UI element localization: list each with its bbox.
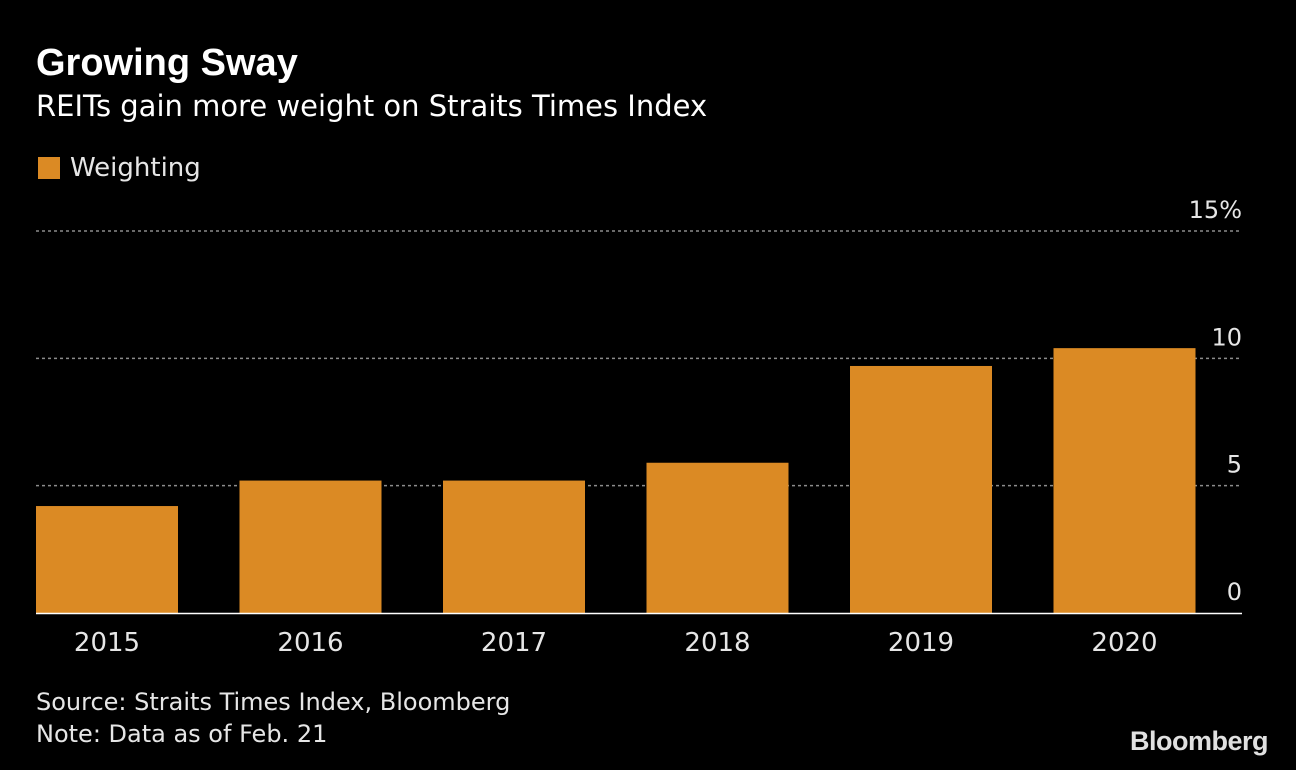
bloomberg-logo: Bloomberg: [1129, 726, 1269, 756]
source-note: Source: Straits Times Index, Bloomberg: [36, 688, 511, 716]
y-tick-label: 15%: [1189, 196, 1242, 224]
chart-title: Growing Sway: [36, 42, 298, 84]
x-tick-label: 2018: [684, 628, 750, 658]
bar: [850, 365, 992, 613]
y-tick-label: 0: [1227, 578, 1242, 606]
x-tick-label: 2020: [1091, 628, 1157, 658]
footer: Source: Straits Times Index, Bloomberg N…: [36, 686, 510, 750]
legend: Weighting: [38, 152, 201, 184]
bar: [443, 480, 585, 613]
x-tick-label: 2016: [277, 628, 343, 658]
legend-swatch: [38, 157, 60, 179]
bar: [36, 506, 178, 613]
x-tick-label: 2017: [481, 628, 547, 658]
bar: [239, 480, 382, 613]
y-tick-label: 10: [1211, 323, 1242, 351]
chart-subtitle: REITs gain more weight on Straits Times …: [36, 89, 708, 123]
data-note: Note: Data as of Feb. 21: [36, 720, 328, 748]
x-tick-label: 2019: [888, 628, 954, 658]
y-tick-label: 5: [1227, 451, 1242, 479]
x-tick-label: 2015: [74, 628, 140, 658]
legend-label: Weighting: [70, 153, 201, 183]
bar: [1053, 348, 1196, 613]
bar: [646, 462, 789, 613]
